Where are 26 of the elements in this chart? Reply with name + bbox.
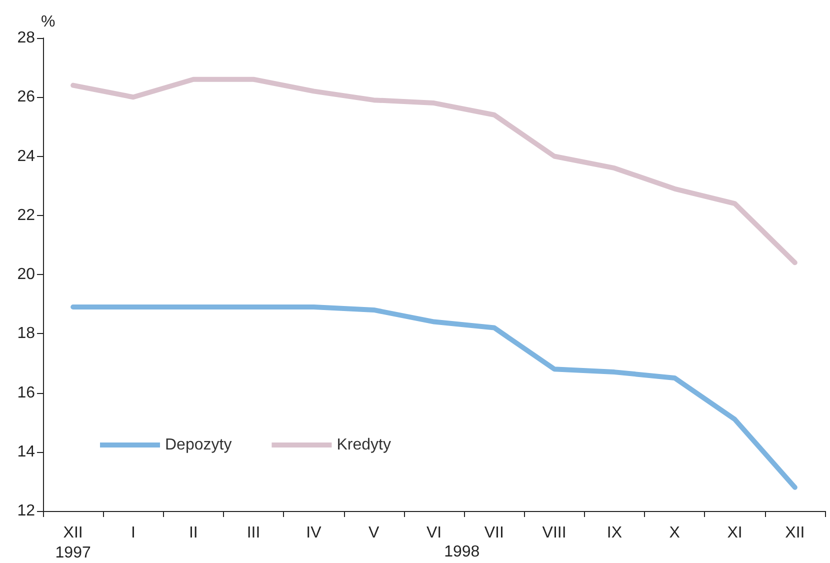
x-tick-label: VI (426, 524, 442, 542)
x-tick-label: I (131, 524, 136, 542)
x-tick-label: XII 1997 (55, 524, 91, 562)
x-tick-label: X (669, 524, 680, 542)
y-tick-label: 12 (17, 502, 36, 520)
x-tick-label: IX (606, 524, 622, 542)
x-tick-label: XII (785, 524, 805, 542)
x-tick-label: IV (306, 524, 322, 542)
y-tick-label: 26 (17, 88, 36, 106)
y-tick-label: 14 (17, 443, 36, 460)
y-tick-label: 24 (17, 148, 36, 165)
x-tick-label: II (188, 524, 198, 542)
y-tick-label: 28 (17, 30, 36, 46)
legend-label: Depozyty (165, 436, 232, 454)
y-axis-title: % (41, 14, 56, 30)
x-tick-label: VII (484, 524, 504, 542)
x-tick-label: VIII (542, 524, 566, 542)
x-tick-label: III (246, 524, 260, 542)
y-tick-label: 18 (17, 325, 36, 342)
x-tick-label: V (368, 524, 380, 542)
text: 1998 (444, 544, 480, 560)
legend-label: Kredyty (336, 436, 391, 454)
y-tick-label: 22 (17, 206, 36, 224)
y-tick-label: 16 (17, 384, 36, 402)
y-tick-label: 20 (17, 266, 36, 283)
x-tick-label: XI (727, 524, 742, 542)
